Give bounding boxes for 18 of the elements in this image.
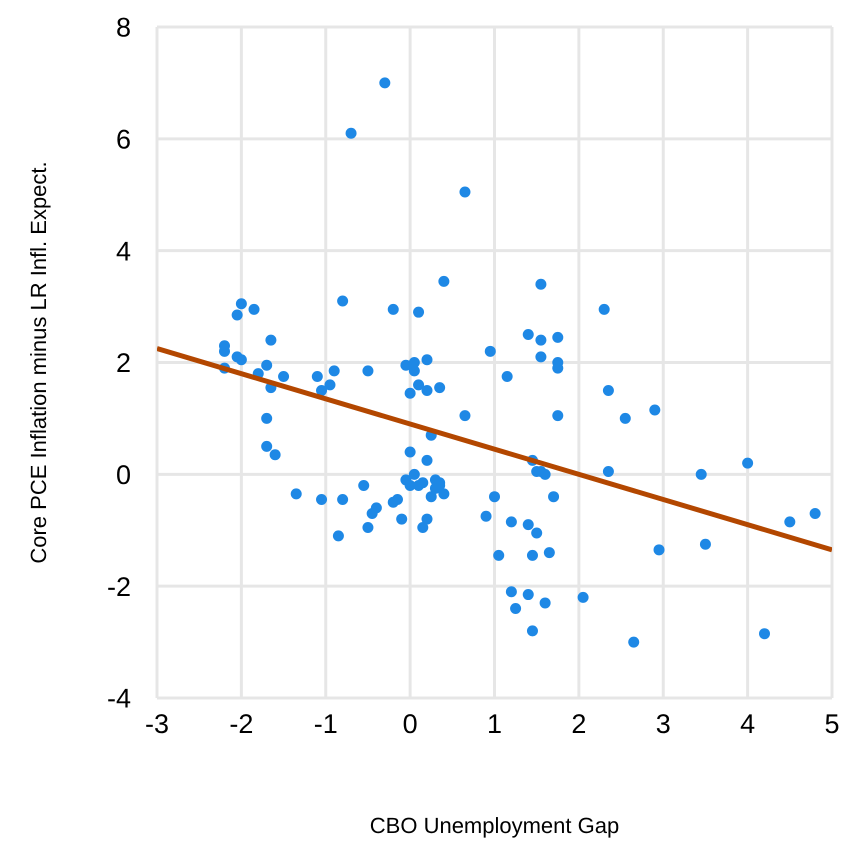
y-axis-title: Core PCE Inflation minus LR Infl. Expect. [26, 161, 51, 564]
x-tick-label: 2 [571, 709, 586, 740]
y-tick-label: 2 [116, 348, 131, 378]
y-tick-label: 8 [116, 12, 131, 43]
x-tick-label: 0 [402, 709, 418, 740]
x-tick-label: -1 [314, 709, 338, 740]
x-tick-label: 1 [486, 709, 502, 740]
x-tick-label: 3 [656, 709, 671, 740]
x-tick-label: 5 [824, 709, 840, 740]
x-tick-label: -2 [229, 709, 254, 740]
y-tick-label: -2 [106, 572, 131, 602]
y-tick-label: -4 [106, 684, 131, 714]
x-axis-title: CBO Unemployment Gap [370, 813, 620, 838]
y-tick-label: 6 [116, 124, 131, 154]
x-tick-label: -3 [144, 709, 170, 740]
x-tick-label: 4 [740, 709, 756, 740]
y-tick-label: 4 [116, 236, 131, 266]
y-tick-label: 0 [116, 460, 131, 490]
